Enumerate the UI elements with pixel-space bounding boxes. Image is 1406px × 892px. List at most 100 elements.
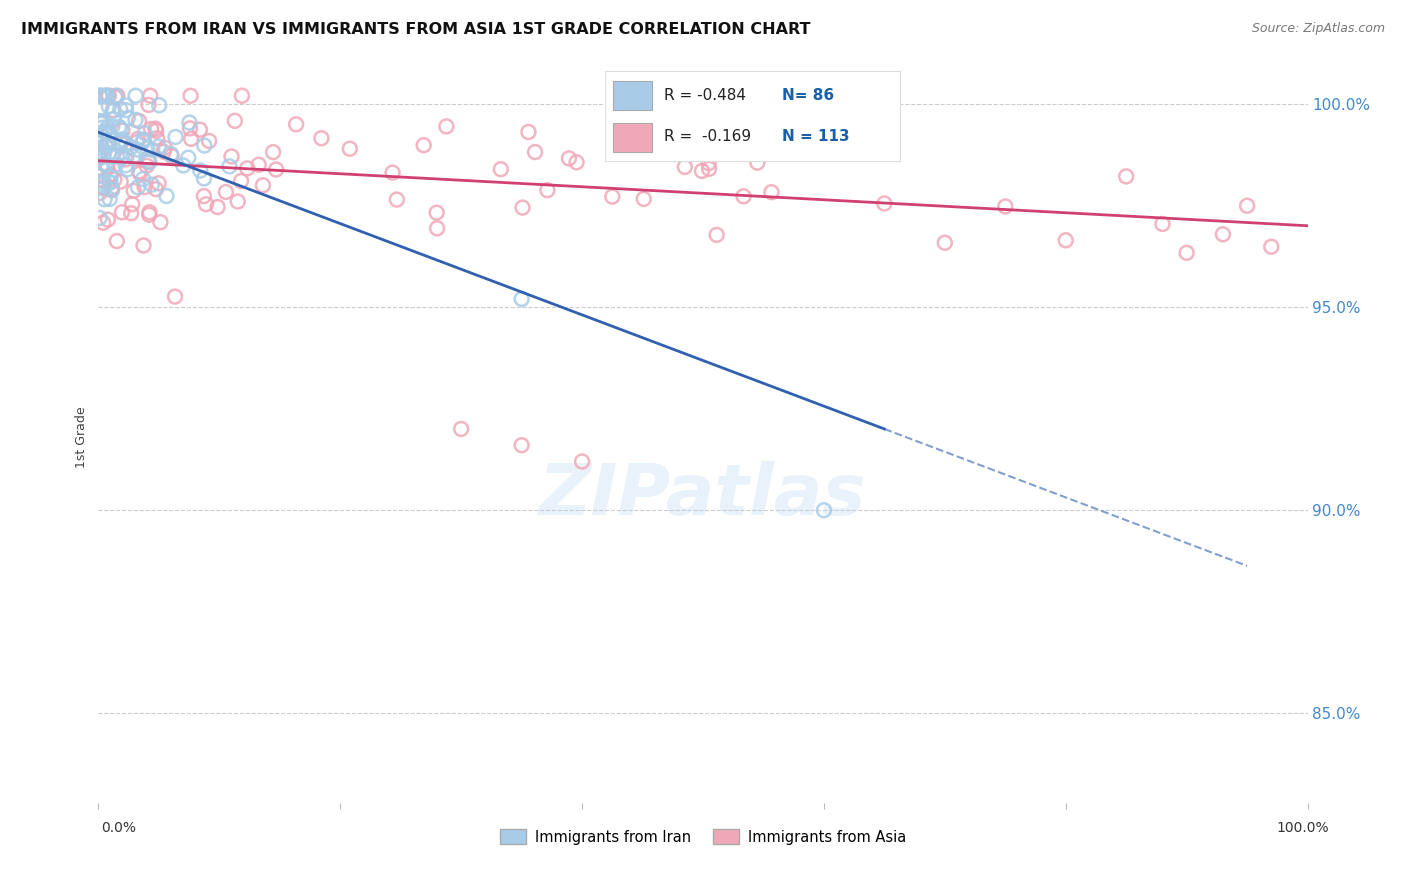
Point (138, 152, 160, 166)
Point (141, 178, 163, 192)
Point (221, 149, 243, 163)
Point (1175, 245, 1198, 260)
Point (132, 238, 155, 252)
Point (450, 422, 472, 436)
Point (177, 151, 200, 165)
Point (101, 120, 124, 134)
Point (426, 221, 449, 235)
Point (89, 169, 111, 183)
Point (747, 155, 769, 169)
Y-axis label: 1st Grade: 1st Grade (75, 406, 89, 468)
Point (689, 141, 711, 155)
Point (98, 136, 121, 151)
Point (690, 164, 713, 178)
Point (138, 205, 160, 219)
Point (165, 130, 187, 145)
Point (145, 124, 167, 138)
Point (236, 161, 259, 176)
Point (264, 162, 287, 177)
Point (994, 199, 1017, 213)
Point (600, 189, 623, 203)
Point (110, 102, 132, 116)
Point (98, 175, 121, 189)
Point (198, 134, 221, 148)
Point (96, 159, 118, 173)
Point (188, 122, 211, 136)
Point (180, 132, 202, 146)
Point (93, 175, 115, 189)
Point (96, 88, 118, 103)
Point (252, 178, 274, 193)
Point (226, 194, 249, 209)
Point (93, 174, 115, 188)
Point (426, 205, 449, 219)
Point (96, 120, 118, 135)
Point (89, 186, 111, 200)
Point (155, 189, 177, 203)
Point (311, 131, 333, 145)
Text: R = -0.484: R = -0.484 (664, 88, 745, 103)
Point (148, 139, 170, 153)
Point (114, 153, 136, 167)
Point (100, 181, 122, 195)
Point (93, 192, 115, 206)
Point (188, 163, 211, 178)
Text: N= 86: N= 86 (782, 88, 834, 103)
Point (517, 125, 540, 139)
Point (89, 148, 111, 162)
Point (115, 162, 138, 177)
Point (633, 192, 655, 206)
Point (565, 155, 588, 169)
Point (90, 88, 112, 103)
Point (101, 104, 124, 119)
Point (160, 149, 183, 163)
Point (91, 144, 114, 158)
Point (89, 151, 111, 165)
Point (139, 88, 162, 103)
Point (193, 171, 215, 186)
Point (172, 158, 194, 172)
Point (91, 178, 114, 192)
Point (100, 170, 122, 185)
Point (120, 206, 142, 220)
Point (93, 181, 115, 195)
Point (103, 103, 125, 117)
Point (934, 235, 956, 250)
Point (129, 166, 152, 180)
Point (1054, 233, 1077, 247)
Point (107, 88, 129, 103)
Point (733, 189, 755, 203)
Point (111, 132, 134, 146)
Point (132, 132, 155, 146)
Point (105, 149, 128, 163)
Text: ZIPatlas: ZIPatlas (540, 461, 866, 530)
Text: IMMIGRANTS FROM IRAN VS IMMIGRANTS FROM ASIA 1ST GRADE CORRELATION CHART: IMMIGRANTS FROM IRAN VS IMMIGRANTS FROM … (21, 22, 811, 37)
Point (104, 90, 127, 104)
Point (89, 116, 111, 130)
Point (89, 145, 111, 160)
Point (90, 161, 112, 175)
Point (385, 193, 408, 207)
Point (1115, 169, 1137, 184)
Point (697, 156, 720, 170)
Point (149, 215, 172, 229)
Point (120, 140, 142, 154)
Point (94, 125, 117, 139)
Point (127, 132, 149, 146)
Point (115, 98, 138, 112)
Point (512, 201, 534, 215)
Point (91, 180, 114, 194)
Point (138, 208, 160, 222)
Point (143, 121, 166, 136)
Point (134, 180, 156, 194)
Point (93, 115, 115, 129)
Point (100, 168, 122, 182)
Point (110, 135, 132, 149)
Point (873, 196, 896, 211)
Point (98, 192, 121, 206)
Point (104, 88, 127, 103)
Point (697, 161, 720, 176)
Point (160, 147, 183, 161)
Point (100, 149, 122, 163)
Point (89, 88, 111, 103)
